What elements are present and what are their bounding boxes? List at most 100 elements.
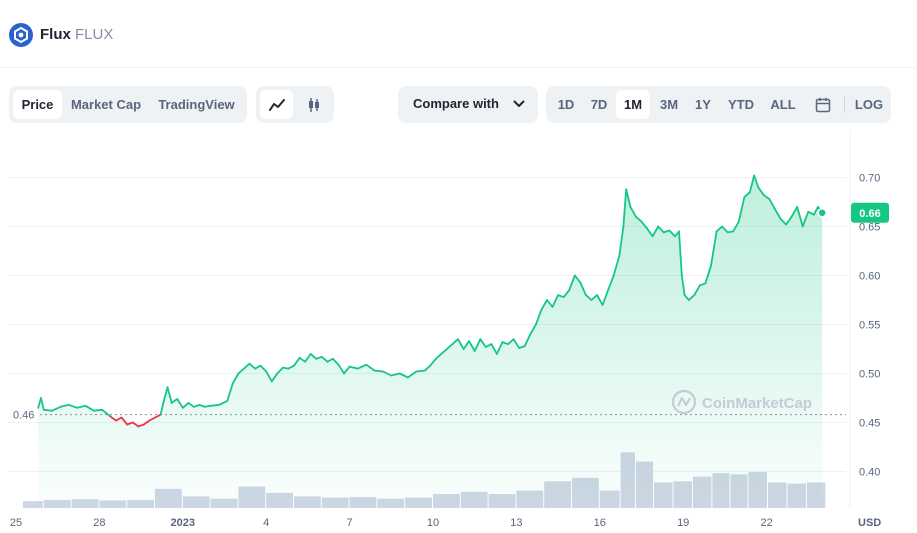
price-line-segment <box>320 355 329 363</box>
price-line-segment <box>365 363 376 372</box>
price-line-segment <box>753 174 760 189</box>
tab-market-cap[interactable]: Market Cap <box>70 97 142 112</box>
price-line-segment <box>231 372 240 385</box>
price-line-segment <box>462 340 471 350</box>
price-line-segment <box>749 174 755 194</box>
price-line-segment <box>618 225 625 257</box>
price-line-segment <box>109 415 117 422</box>
coinmarketcap-logo-mark <box>677 397 691 407</box>
price-line-segment <box>535 308 543 326</box>
price-line-segment <box>507 338 515 346</box>
x-tick-label: 16 <box>594 517 606 529</box>
range-all[interactable]: ALL <box>770 97 796 112</box>
price-line-segment <box>126 421 134 426</box>
price-line-segment <box>181 401 190 409</box>
coin-symbol: FLUX <box>75 26 114 43</box>
price-line-segment <box>293 356 301 367</box>
compare-with-label: Compare with <box>413 96 499 111</box>
range-7d[interactable]: 7D <box>590 97 608 112</box>
price-line-segment <box>468 340 476 352</box>
price-line-segment <box>457 338 465 350</box>
coin-header: Flux FLUX <box>0 0 917 68</box>
price-line-segment <box>204 404 212 408</box>
watermark-text: CoinMarketCap <box>702 395 812 412</box>
price-line-segment <box>243 362 251 370</box>
x-tick-label: 7 <box>347 517 353 529</box>
line-chart-icon <box>268 98 285 111</box>
price-line-segment <box>721 225 729 234</box>
baseline-label: 0.46 <box>13 410 34 422</box>
price-line-segment <box>768 198 776 210</box>
price-line-segment <box>629 206 637 218</box>
x-axis: 25 28 2023 4 7 10 13 16 19 22 USD <box>10 517 881 529</box>
price-markers: 0.66 <box>817 202 889 223</box>
price-line-segment <box>737 196 746 223</box>
tab-price[interactable]: Price <box>13 90 62 119</box>
range-1m[interactable]: 1M <box>616 90 650 119</box>
price-line-segment <box>687 294 696 301</box>
price-line-segment <box>76 404 87 409</box>
price-line-segment <box>415 369 426 373</box>
price-line-segment <box>625 188 632 208</box>
price-line-segment <box>192 403 201 408</box>
price-line-segment <box>254 364 262 370</box>
price-line-segment <box>668 229 676 238</box>
price-line-segment <box>131 421 140 428</box>
price-line-segment <box>373 369 384 373</box>
price-line-segment <box>315 355 323 360</box>
price-line-segment <box>473 338 482 352</box>
range-1y[interactable]: 1Y <box>695 97 711 112</box>
price-line-segment <box>356 363 368 370</box>
line-chart-button[interactable] <box>260 90 293 119</box>
price-line-segment <box>390 372 401 377</box>
candlestick-button[interactable] <box>297 90 330 119</box>
price-line-segment <box>407 370 418 379</box>
price-line-segment <box>796 206 804 228</box>
y-tick-label: 0.40 <box>859 467 880 479</box>
price-line-segment <box>651 225 660 238</box>
price-line-segment <box>596 294 604 306</box>
log-scale-button[interactable]: LOG <box>854 97 884 112</box>
price-line-segment <box>176 398 184 409</box>
price-line-segment <box>298 356 307 363</box>
volume-bar <box>22 501 43 508</box>
price-line-segment <box>162 386 169 404</box>
price-line-segment <box>187 401 195 408</box>
x-tick-label: 10 <box>427 517 439 529</box>
range-3m[interactable]: 3M <box>659 97 679 112</box>
calendar-button[interactable] <box>808 90 838 119</box>
price-line <box>37 174 824 428</box>
price-line-segment <box>495 341 504 355</box>
price-line-segment <box>785 215 793 226</box>
price-line-segment <box>276 366 284 375</box>
price-line-segment <box>678 230 683 277</box>
compare-with-dropdown[interactable]: Compare with <box>398 86 538 123</box>
flux-logo-icon <box>9 23 33 47</box>
price-line-segment <box>762 194 771 200</box>
price-line-segment <box>518 345 526 349</box>
price-line-segment <box>512 338 521 349</box>
price-line-segment <box>217 399 229 406</box>
x-tick-label: 2023 <box>171 517 195 529</box>
price-chart[interactable]: 0.46 CoinMarketCap 0.400.450.500.550.600… <box>0 130 917 533</box>
coinmarketcap-logo-icon <box>671 389 697 415</box>
price-line-segment <box>337 363 345 375</box>
price-line-segment <box>523 333 532 348</box>
price-line-segment <box>259 364 268 373</box>
price-line-segment <box>501 341 510 346</box>
price-line-segment <box>343 365 351 375</box>
price-line-segment <box>92 408 104 412</box>
price-line-segment <box>601 289 609 306</box>
price-area-fill <box>38 175 823 508</box>
range-1d[interactable]: 1D <box>557 97 575 112</box>
price-line-segment <box>326 357 334 363</box>
range-ytd[interactable]: YTD <box>728 97 754 112</box>
price-line-segment <box>813 206 819 216</box>
price-line-segment <box>743 191 751 198</box>
price-line-segment <box>67 403 79 409</box>
price-line-segment <box>137 423 145 428</box>
y-axis: 0.40 0.45 0.50 0.55 0.60 0.65 0.70 <box>859 173 880 479</box>
tab-tradingview[interactable]: TradingView <box>158 97 235 112</box>
price-line-segment <box>331 357 340 366</box>
price-line-segment <box>693 284 701 297</box>
